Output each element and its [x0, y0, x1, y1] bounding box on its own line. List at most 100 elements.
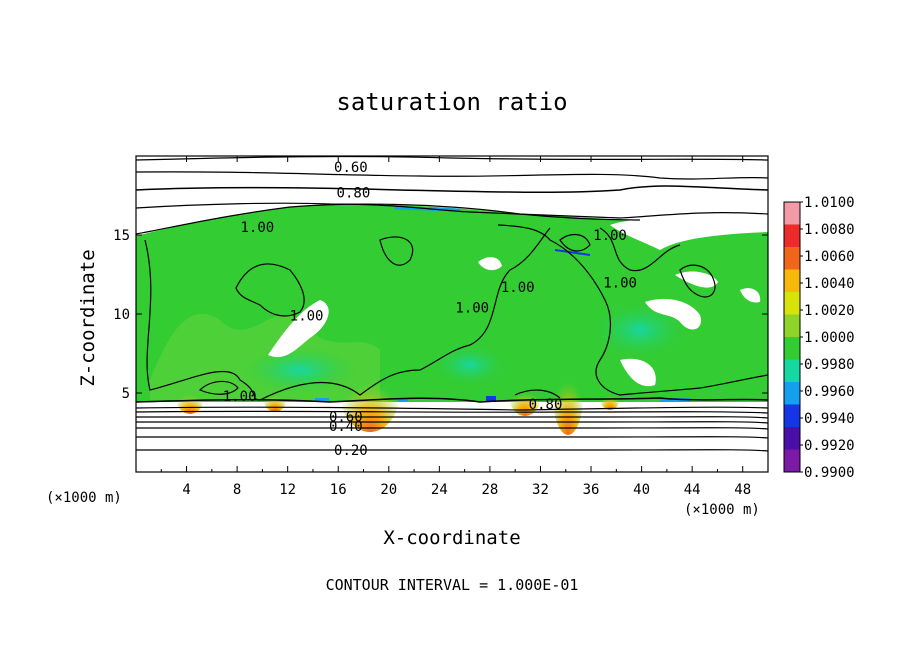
contour-label: 1.00: [603, 275, 637, 291]
y-axis-label: Z-coordinate: [77, 249, 99, 387]
colorbar-label: 1.0020: [804, 303, 855, 319]
contour-line: [136, 185, 768, 194]
contour-line: [136, 427, 768, 430]
colorbar-swatch: [784, 337, 800, 360]
colorbar-label: 1.0040: [804, 276, 855, 292]
colorbar-label: 1.0100: [804, 195, 855, 211]
x-tick-label: 32: [532, 482, 549, 498]
contour-line: [497, 224, 768, 396]
contour-line: [136, 436, 768, 439]
colorbar-label: 1.0080: [804, 222, 855, 238]
contour-lines: [136, 156, 768, 452]
cloud-base-edge: [660, 398, 690, 402]
contour-labels: 0.60 0.80 1.00 1.00 1.00 1.00 1.00 1.00 1.00 0.60…: [223, 160, 637, 459]
dry-hole: [268, 300, 329, 358]
x-axis-units-left: (×1000 m): [46, 490, 122, 506]
x-tick-label: 44: [684, 482, 701, 498]
contour-label: 0.60: [329, 410, 363, 426]
contour-line: [144, 227, 551, 401]
contour-label: 1.00: [593, 228, 627, 244]
x-tick-label: 24: [431, 482, 448, 498]
colorbar-label: 0.9960: [804, 384, 855, 400]
x-axis-ticks: 4 8 12 16 20 24 28 32 36 40 44 48: [160, 156, 751, 498]
contour-line: [136, 416, 768, 419]
x-tick-label: 20: [380, 482, 397, 498]
cloud-base-edge: [315, 398, 329, 402]
contour-label: 1.00: [455, 301, 489, 317]
contour-line: [136, 397, 768, 403]
dry-hole: [740, 288, 761, 303]
y-axis-ticks: 5 10 15: [113, 228, 768, 402]
warm-plume: [600, 386, 620, 410]
contour-line: [198, 380, 239, 395]
colorbar-swatch: [784, 449, 800, 473]
colorbar-label: 1.0060: [804, 249, 855, 265]
x-tick-label: 8: [233, 482, 241, 498]
contour-line: [559, 234, 591, 252]
contour-label: 0.60: [334, 160, 368, 176]
contour-line: [514, 389, 561, 399]
colorbar-label: 0.9940: [804, 411, 855, 427]
x-tick-label: 36: [583, 482, 600, 498]
cloud-base-edge: [486, 396, 496, 402]
colorbar-swatch: [784, 269, 800, 293]
contour-label: 0.20: [334, 443, 368, 459]
x-tick-label: 40: [633, 482, 650, 498]
x-axis-units-right: (×1000 m): [684, 502, 760, 518]
contour-line: [599, 227, 681, 272]
x-tick-label: 4: [182, 482, 190, 498]
contour-label: 1.00: [223, 389, 257, 405]
colorbar-swatch: [784, 359, 800, 383]
dry-hole: [478, 257, 502, 271]
contour-line: [136, 202, 768, 219]
colorbar: 1.0100 1.0080 1.0060 1.0040 1.0020 1.0000 0.99…: [783, 195, 855, 481]
contour-label: 0.80: [337, 185, 371, 201]
colorbar-label: 0.9900: [804, 465, 855, 481]
contour-line: [136, 449, 768, 452]
cloud-top-fringe: [554, 249, 591, 256]
contour-line: [136, 410, 768, 414]
y-tick-label: 15: [113, 228, 130, 244]
contour-line: [136, 421, 768, 424]
contour-label: 1.00: [240, 220, 274, 236]
contour-label: 0.40: [329, 419, 363, 435]
contour-line: [235, 263, 305, 317]
cyan-patch: [590, 300, 690, 360]
warm-plume: [509, 376, 541, 416]
colorbar-swatch: [784, 224, 800, 248]
dry-hole: [610, 217, 768, 250]
contour-line: [136, 203, 641, 235]
y-tick-label: 5: [122, 386, 130, 402]
x-tick-label: 48: [734, 482, 751, 498]
contour-line: [136, 156, 768, 161]
contour-label: 1.00: [501, 280, 535, 296]
cloud-base-edge: [398, 398, 408, 402]
contour-label: 1.00: [290, 309, 324, 325]
y-tick-label: 10: [113, 307, 130, 323]
x-tick-label: 28: [481, 482, 498, 498]
colorbar-label: 0.9980: [804, 357, 855, 373]
x-tick-label: 12: [279, 482, 296, 498]
dry-hole: [675, 271, 718, 288]
dry-hole: [645, 298, 701, 330]
contour-label: 0.80: [529, 397, 563, 413]
colorbar-swatch: [784, 247, 800, 270]
dry-hole: [620, 358, 656, 387]
colorbar-swatch: [784, 427, 800, 450]
colorbar-swatch: [784, 314, 800, 338]
warm-plume: [176, 382, 204, 414]
colorbar-swatch: [784, 202, 800, 225]
x-tick-label: 16: [330, 482, 347, 498]
colorbar-swatch: [784, 292, 800, 315]
contour-line: [379, 236, 414, 266]
chart-title: saturation ratio: [336, 88, 568, 116]
contour-line: [136, 406, 768, 411]
contour-line: [679, 264, 716, 298]
contour-line: [136, 171, 768, 180]
cyan-patch: [430, 343, 510, 387]
colorbar-label: 1.0000: [804, 330, 855, 346]
colorbar-swatch: [784, 382, 800, 405]
colorbar-swatch: [784, 404, 800, 428]
x-axis-label: X-coordinate: [383, 527, 521, 549]
